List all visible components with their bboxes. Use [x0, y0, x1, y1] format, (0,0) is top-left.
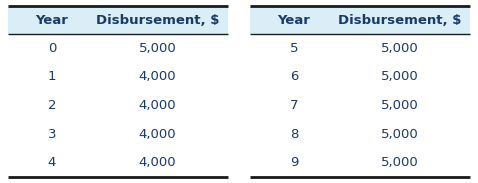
Text: 7: 7 [290, 99, 298, 112]
Text: 5,000: 5,000 [380, 128, 418, 141]
Text: 4: 4 [48, 156, 56, 169]
Text: 5,000: 5,000 [139, 42, 176, 55]
Text: 1: 1 [48, 70, 56, 83]
Text: 5,000: 5,000 [380, 42, 418, 55]
Text: Disbursement, $: Disbursement, $ [338, 14, 461, 27]
Text: 2: 2 [48, 99, 56, 112]
Text: Year: Year [35, 14, 68, 27]
Text: 3: 3 [48, 128, 56, 141]
Text: 6: 6 [290, 70, 298, 83]
Text: 4,000: 4,000 [139, 156, 176, 169]
Text: Disbursement, $: Disbursement, $ [96, 14, 219, 27]
Bar [250, 6, 470, 34]
Text: Year: Year [278, 14, 310, 27]
Text: 8: 8 [290, 128, 298, 141]
Bar [8, 6, 228, 34]
Text: 5: 5 [290, 42, 298, 55]
Text: 4,000: 4,000 [139, 70, 176, 83]
Text: 5,000: 5,000 [380, 156, 418, 169]
Text: 4,000: 4,000 [139, 128, 176, 141]
Text: 4,000: 4,000 [139, 99, 176, 112]
Text: 9: 9 [290, 156, 298, 169]
Text: 0: 0 [48, 42, 56, 55]
Text: 5,000: 5,000 [380, 99, 418, 112]
Text: 5,000: 5,000 [380, 70, 418, 83]
